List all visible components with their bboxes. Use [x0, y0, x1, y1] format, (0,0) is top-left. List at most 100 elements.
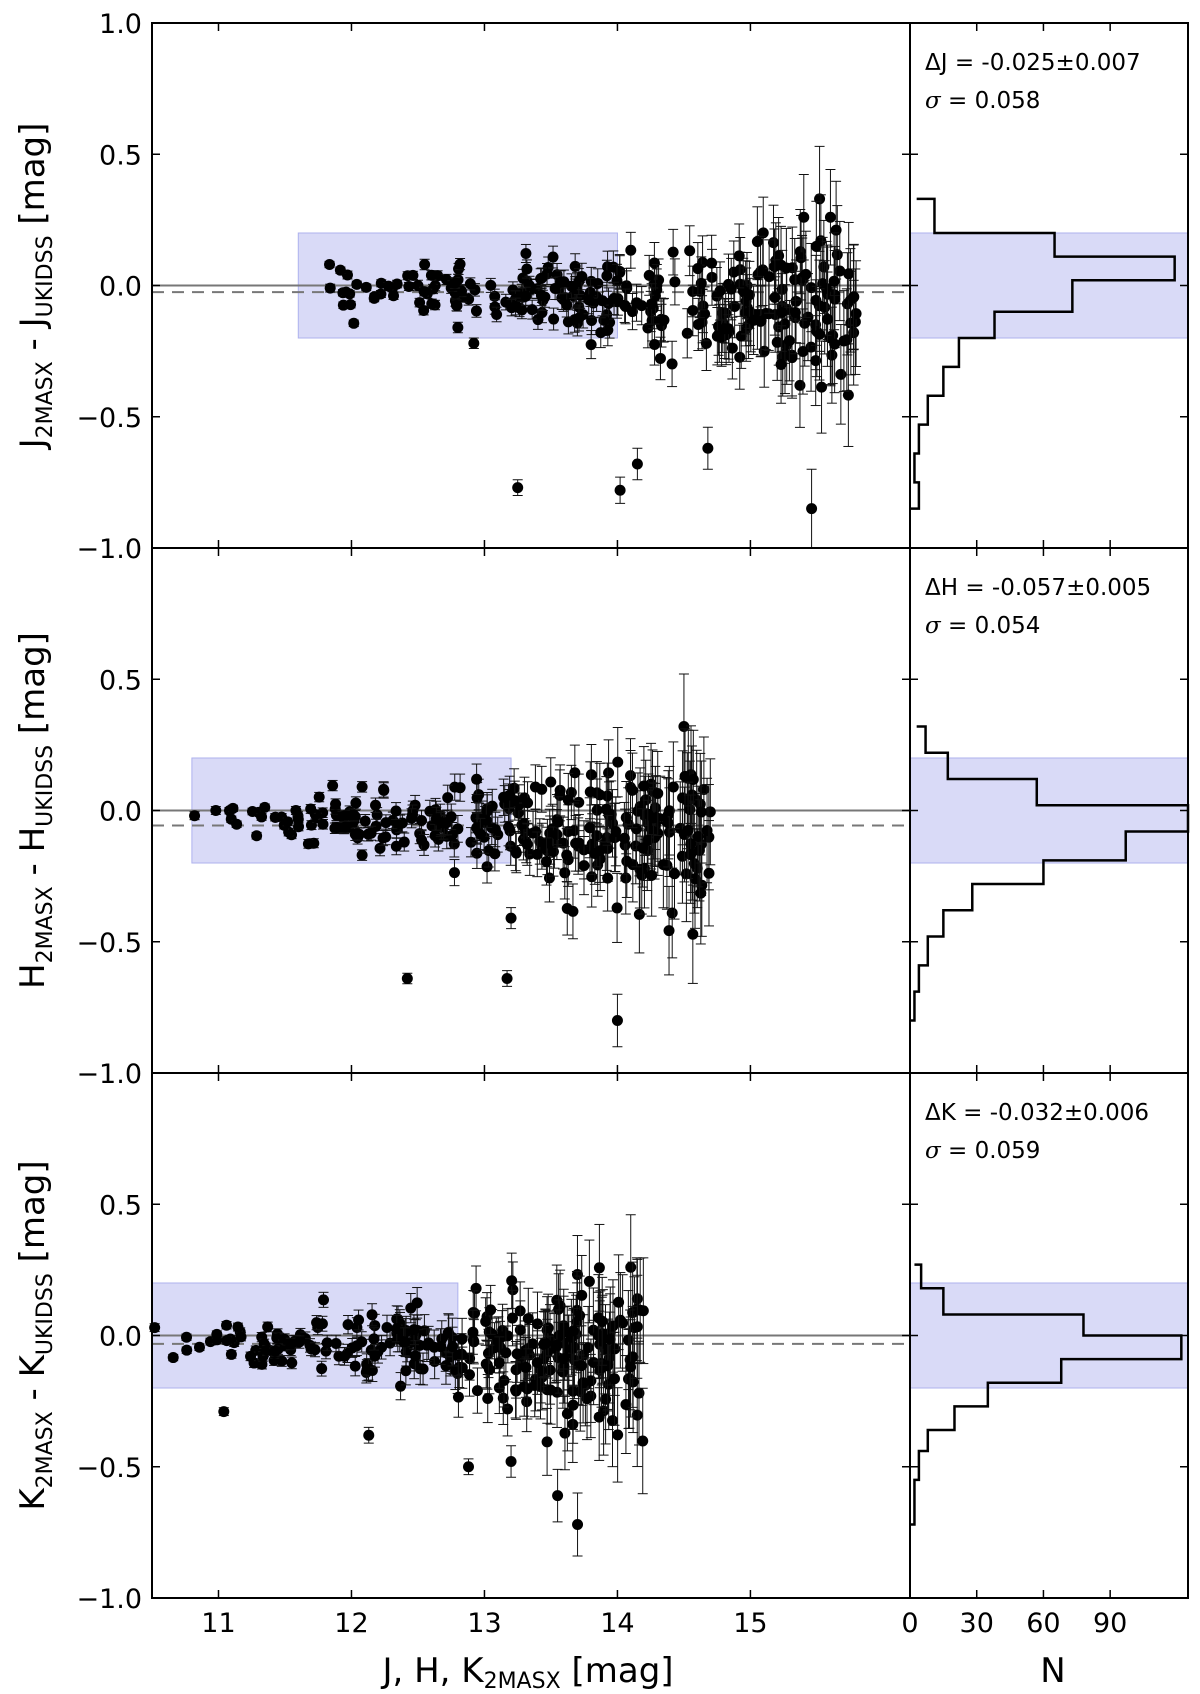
data-point — [418, 286, 430, 298]
data-point — [735, 330, 747, 342]
data-point — [621, 855, 633, 867]
data-point — [643, 269, 655, 281]
x-tick-label: 12 — [334, 1608, 368, 1639]
data-point — [684, 804, 696, 816]
data-point — [626, 784, 638, 796]
y-tick-label: 0.0 — [99, 1322, 142, 1353]
data-point — [489, 823, 501, 835]
data-point — [744, 306, 756, 318]
y-axis-title-part: 2MASX — [33, 886, 58, 963]
data-point — [611, 1015, 623, 1026]
y-tick-label: −1.0 — [76, 1584, 142, 1615]
data-point — [454, 258, 466, 270]
data-point — [574, 1310, 586, 1322]
data-point — [576, 270, 588, 282]
data-point — [345, 299, 357, 311]
data-point — [775, 359, 787, 371]
data-point — [816, 381, 828, 393]
data-point — [536, 783, 548, 795]
data-point — [348, 809, 360, 821]
data-point — [627, 1351, 639, 1363]
data-point — [262, 1321, 274, 1333]
data-point — [601, 270, 613, 282]
data-point — [545, 776, 557, 788]
data-point — [714, 285, 726, 297]
data-point — [505, 1456, 517, 1467]
data-point — [607, 1415, 619, 1427]
y-axis-title-K: K2MASX - KUKIDSS [mag] — [13, 1160, 58, 1510]
data-point — [850, 308, 862, 320]
data-point — [395, 1380, 407, 1392]
y-axis-title-part: - K — [13, 1353, 53, 1411]
stat-offset-H: ΔH = -0.057±0.005 — [925, 575, 1151, 601]
data-point — [790, 295, 802, 307]
data-point — [620, 1399, 632, 1411]
data-point — [363, 1363, 375, 1375]
data-point — [592, 277, 604, 289]
data-point — [652, 787, 664, 799]
data-point — [821, 313, 833, 325]
data-point — [535, 290, 547, 302]
data-point — [806, 503, 818, 515]
data-point — [324, 282, 336, 294]
data-point — [408, 1324, 420, 1336]
data-point — [676, 850, 688, 862]
data-point — [667, 246, 679, 258]
data-point — [545, 1384, 557, 1396]
data-point — [339, 821, 351, 833]
hist-x-tick-label: 30 — [960, 1608, 994, 1639]
data-point — [541, 1436, 553, 1448]
data-point — [573, 796, 585, 808]
data-point — [493, 1357, 505, 1369]
y-axis-title-J: J2MASX - JUKIDSS [mag] — [13, 123, 58, 451]
data-point — [330, 798, 342, 810]
data-point — [700, 337, 712, 349]
data-point — [334, 264, 346, 276]
y-tick-label: −1.0 — [76, 1059, 142, 1090]
data-point — [595, 327, 607, 339]
data-point — [552, 816, 564, 828]
data-point — [256, 811, 268, 823]
data-point — [429, 830, 441, 842]
data-point — [584, 822, 596, 834]
data-point — [692, 318, 704, 330]
data-point — [577, 1377, 589, 1389]
data-point — [540, 855, 552, 867]
data-point — [600, 1393, 612, 1405]
data-point — [225, 1348, 237, 1360]
stat-offset-K: ΔK = -0.032±0.006 — [925, 1100, 1149, 1126]
data-point — [416, 814, 428, 826]
data-point — [834, 265, 846, 277]
data-point — [351, 828, 363, 840]
data-point — [456, 1348, 468, 1360]
y-tick-label: −1.0 — [76, 534, 142, 565]
data-point — [611, 275, 623, 287]
data-point — [470, 1282, 482, 1294]
data-point — [501, 973, 513, 984]
data-point — [485, 1304, 497, 1316]
y-tick-label: 0.5 — [99, 140, 142, 171]
data-point — [370, 799, 382, 811]
data-point — [602, 261, 614, 273]
data-point — [360, 281, 372, 293]
y-tick-label: 0.5 — [99, 665, 142, 696]
data-point — [403, 280, 415, 292]
data-point — [442, 792, 454, 804]
data-point — [286, 1357, 298, 1369]
data-point — [232, 1321, 244, 1333]
data-point — [428, 1341, 440, 1353]
data-point — [339, 1350, 351, 1362]
data-point — [448, 867, 460, 879]
sigma-value: = 0.059 — [941, 1138, 1041, 1164]
data-point — [669, 276, 681, 288]
data-point — [719, 323, 731, 335]
data-point — [353, 1314, 365, 1326]
data-point — [583, 294, 595, 306]
data-point — [569, 767, 581, 779]
data-point — [561, 849, 573, 861]
data-point — [726, 342, 738, 354]
data-point — [631, 458, 643, 470]
y-axis-title-part: K — [13, 1487, 53, 1511]
x-tick-label: 11 — [201, 1608, 235, 1639]
data-point — [449, 277, 461, 289]
